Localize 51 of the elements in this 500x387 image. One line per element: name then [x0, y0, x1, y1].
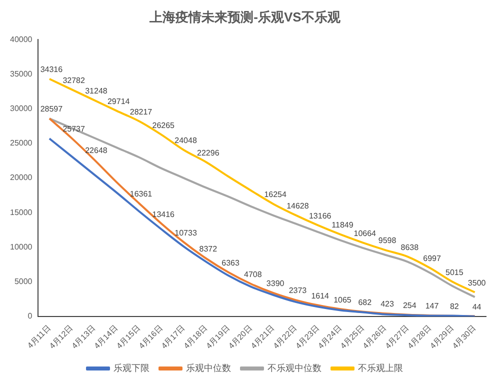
data-label: 1614	[311, 291, 330, 300]
data-label: 31248	[85, 86, 108, 96]
y-tick-label: 5000	[14, 277, 33, 286]
data-label: 34316	[40, 65, 64, 74]
y-tick-label: 40000	[10, 34, 33, 44]
chart-title: 上海疫情未来预测-乐观VS不乐观	[148, 9, 342, 24]
data-label: 8638	[400, 242, 420, 252]
data-label: 8372	[199, 244, 218, 254]
data-label: 22648	[85, 146, 108, 155]
data-label: 25737	[62, 124, 86, 134]
data-label: 13166	[308, 212, 332, 221]
data-label: 13416	[152, 210, 176, 219]
y-tick-label: 35000	[10, 69, 33, 78]
data-label: 682	[358, 298, 372, 307]
data-label: 6997	[423, 254, 442, 264]
data-label: 5015	[446, 268, 464, 277]
data-label: 3500	[468, 278, 486, 288]
y-tick-label: 20000	[10, 173, 33, 182]
legend-label: 乐观中位数	[186, 362, 231, 373]
data-label: 147	[425, 302, 440, 311]
y-tick-label: 30000	[10, 104, 33, 114]
data-label: 10733	[174, 228, 198, 238]
legend-label: 不乐观中位数	[268, 362, 322, 373]
y-tick-label: 25000	[10, 138, 33, 148]
data-label: 44	[472, 302, 482, 312]
data-label: 11849	[332, 220, 354, 230]
data-label: 9598	[378, 236, 397, 246]
data-label: 6363	[222, 258, 240, 268]
data-label: 32782	[62, 76, 86, 85]
data-label: 22296	[197, 148, 220, 158]
data-label: 14628	[286, 201, 310, 210]
y-tick-label: 15000	[10, 208, 33, 217]
data-label: 16361	[130, 189, 153, 198]
data-label: 16254	[264, 190, 287, 200]
data-label: 82	[450, 302, 460, 312]
legend-label: 乐观下限	[114, 362, 150, 373]
data-label: 1065	[334, 295, 352, 304]
data-label: 26265	[152, 120, 176, 130]
data-label: 254	[402, 300, 417, 310]
data-label: 29714	[107, 97, 130, 106]
data-label: 4708	[244, 270, 262, 280]
data-label: 423	[380, 300, 394, 309]
data-label: 28597	[40, 104, 64, 114]
data-label: 2373	[288, 286, 308, 296]
data-label: 10664	[354, 228, 377, 238]
data-label: 3390	[266, 279, 285, 288]
y-tick-label: 10000	[10, 242, 33, 252]
data-label: 24048	[174, 136, 198, 146]
legend-label: 不乐观上限	[358, 362, 403, 373]
y-tick-label: 0	[28, 312, 33, 321]
data-label: 28217	[130, 107, 153, 116]
